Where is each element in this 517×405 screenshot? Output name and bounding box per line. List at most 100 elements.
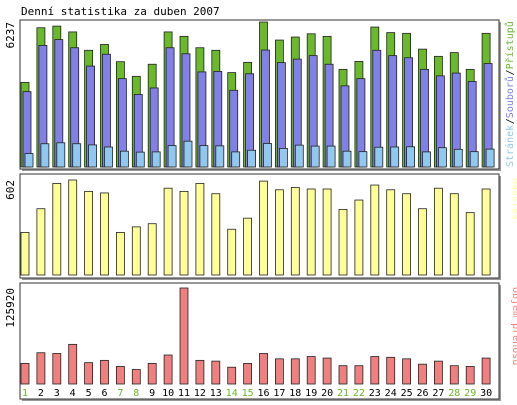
bar-Návštěv-day-22 — [354, 199, 364, 276]
bar-Stránek-day-12 — [199, 145, 209, 168]
x-tick-label: 3 — [54, 388, 60, 399]
bar-Objem přenosu-day-1 — [20, 363, 30, 385]
bar-Stránek-day-21 — [342, 150, 352, 168]
bar-Stránek-day-24 — [390, 146, 400, 168]
bar-Stránek-day-17 — [278, 148, 288, 168]
x-tick-label: 16 — [257, 388, 269, 399]
bar-Stránek-day-30 — [485, 148, 495, 168]
bar-Návštěv-day-14 — [227, 228, 237, 276]
x-tick-label: 25 — [401, 388, 413, 399]
bar-Objem přenosu-day-26 — [418, 363, 427, 385]
bar-Stránek-day-6 — [104, 146, 113, 168]
x-tick-label: 12 — [194, 388, 206, 399]
legend-Stránek: Stránek — [504, 125, 516, 167]
bar-Návštěv-day-28 — [449, 193, 459, 276]
x-tick-label: 1 — [22, 388, 28, 399]
y-max-label: 125920 — [4, 288, 17, 328]
bar-Návštěv-day-26 — [418, 208, 427, 276]
x-tick-label: 14 — [226, 388, 238, 399]
x-tick-label: 29 — [464, 388, 476, 399]
bar-Návštěv-day-1 — [20, 231, 30, 276]
bar-Návštěv-day-29 — [465, 212, 475, 276]
bar-Objem přenosu-day-27 — [433, 360, 443, 385]
bar-Stránek-day-1 — [24, 153, 34, 168]
x-tick-label: 10 — [162, 388, 174, 399]
bar-Návštěv-day-13 — [211, 193, 221, 276]
bar-Stránek-day-22 — [358, 151, 368, 168]
bar-Objem přenosu-day-4 — [68, 343, 78, 385]
bar-Objem přenosu-day-5 — [84, 362, 93, 385]
x-tick-label: 18 — [289, 388, 301, 399]
bar-Objem přenosu-day-29 — [465, 366, 475, 385]
y-max-label: 602 — [4, 180, 17, 200]
x-tick-label: 24 — [385, 388, 397, 399]
bar-Objem přenosu-day-10 — [163, 354, 173, 385]
x-tick-label: 4 — [70, 388, 76, 399]
x-tick-label: 17 — [273, 388, 285, 399]
x-tick-label: 15 — [242, 388, 254, 399]
bar-Stránek-day-8 — [135, 151, 145, 168]
bar-Stránek-day-3 — [56, 142, 66, 168]
bar-Stránek-day-28 — [453, 148, 463, 168]
bar-Objem přenosu-day-17 — [274, 358, 284, 385]
bar-Stránek-day-11 — [183, 140, 193, 168]
x-tick-label: 2 — [38, 388, 44, 399]
bar-Stránek-day-26 — [422, 151, 431, 168]
x-tick-label: 23 — [369, 388, 381, 399]
bar-Návštěv-day-11 — [179, 190, 189, 276]
bar-Návštěv-day-4 — [68, 179, 78, 276]
bar-Objem přenosu-day-13 — [211, 360, 221, 385]
bar-Stránek-day-13 — [215, 145, 225, 168]
bar-Návštěv-day-5 — [84, 190, 93, 276]
bar-Stránek-day-18 — [294, 144, 304, 168]
bar-Návštěv-day-24 — [386, 189, 396, 276]
x-tick-label: 11 — [178, 388, 190, 399]
legend-Přístupů: Přístupů — [504, 21, 516, 69]
bar-Objem přenosu-day-20 — [322, 357, 332, 385]
bar-Objem přenosu-day-11 — [179, 287, 189, 385]
bar-Stránek-day-5 — [88, 144, 97, 168]
x-tick-label: 26 — [416, 388, 428, 399]
bar-Objem přenosu-day-9 — [147, 363, 157, 385]
legend-separator: / — [505, 69, 516, 75]
x-tick-label: 5 — [86, 388, 92, 399]
bar-Návštěv-day-2 — [36, 208, 46, 276]
bar-Objem přenosu-day-15 — [243, 363, 253, 385]
legend-Návštěv: Návštěv — [510, 178, 517, 220]
bar-Návštěv-day-20 — [322, 188, 332, 276]
bar-Stránek-day-2 — [40, 143, 50, 168]
bar-Návštěv-day-18 — [290, 187, 300, 276]
bar-Stránek-day-25 — [406, 146, 416, 168]
bar-Objem přenosu-day-21 — [338, 365, 348, 385]
x-tick-label: 20 — [321, 388, 333, 399]
bar-Objem přenosu-day-30 — [481, 357, 491, 385]
legend-Objem přenosu: Objem přenosu — [510, 287, 517, 365]
bar-Stránek-day-23 — [374, 146, 384, 168]
bar-Objem přenosu-day-7 — [116, 366, 125, 385]
x-tick-label: 9 — [149, 388, 155, 399]
bar-Návštěv-day-25 — [402, 193, 412, 276]
y-max-label: 6237 — [4, 22, 17, 49]
bar-Návštěv-day-12 — [195, 183, 205, 276]
x-tick-label: 30 — [480, 388, 492, 399]
bar-Objem přenosu-day-8 — [131, 369, 141, 385]
bar-Stránek-day-19 — [310, 145, 320, 168]
bar-Objem přenosu-day-3 — [52, 353, 62, 385]
bar-Objem přenosu-day-23 — [370, 356, 380, 385]
x-tick-label: 19 — [305, 388, 317, 399]
bar-Stránek-day-7 — [120, 150, 129, 168]
bar-Objem přenosu-day-6 — [100, 359, 109, 385]
bar-Návštěv-day-3 — [52, 183, 62, 276]
bar-Návštěv-day-7 — [116, 231, 125, 276]
bar-Stránek-day-29 — [469, 151, 479, 168]
x-tick-label: 6 — [101, 388, 107, 399]
bar-Návštěv-day-8 — [131, 226, 141, 276]
bar-Objem přenosu-day-12 — [195, 359, 205, 385]
bar-Stránek-day-9 — [151, 151, 161, 168]
bar-Objem přenosu-day-24 — [386, 356, 396, 385]
bar-Objem přenosu-day-28 — [449, 365, 459, 385]
bar-Objem přenosu-day-25 — [402, 358, 412, 385]
chart-title: Denní statistika za duben 2007 — [21, 5, 220, 18]
bar-Stránek-day-27 — [437, 147, 447, 168]
